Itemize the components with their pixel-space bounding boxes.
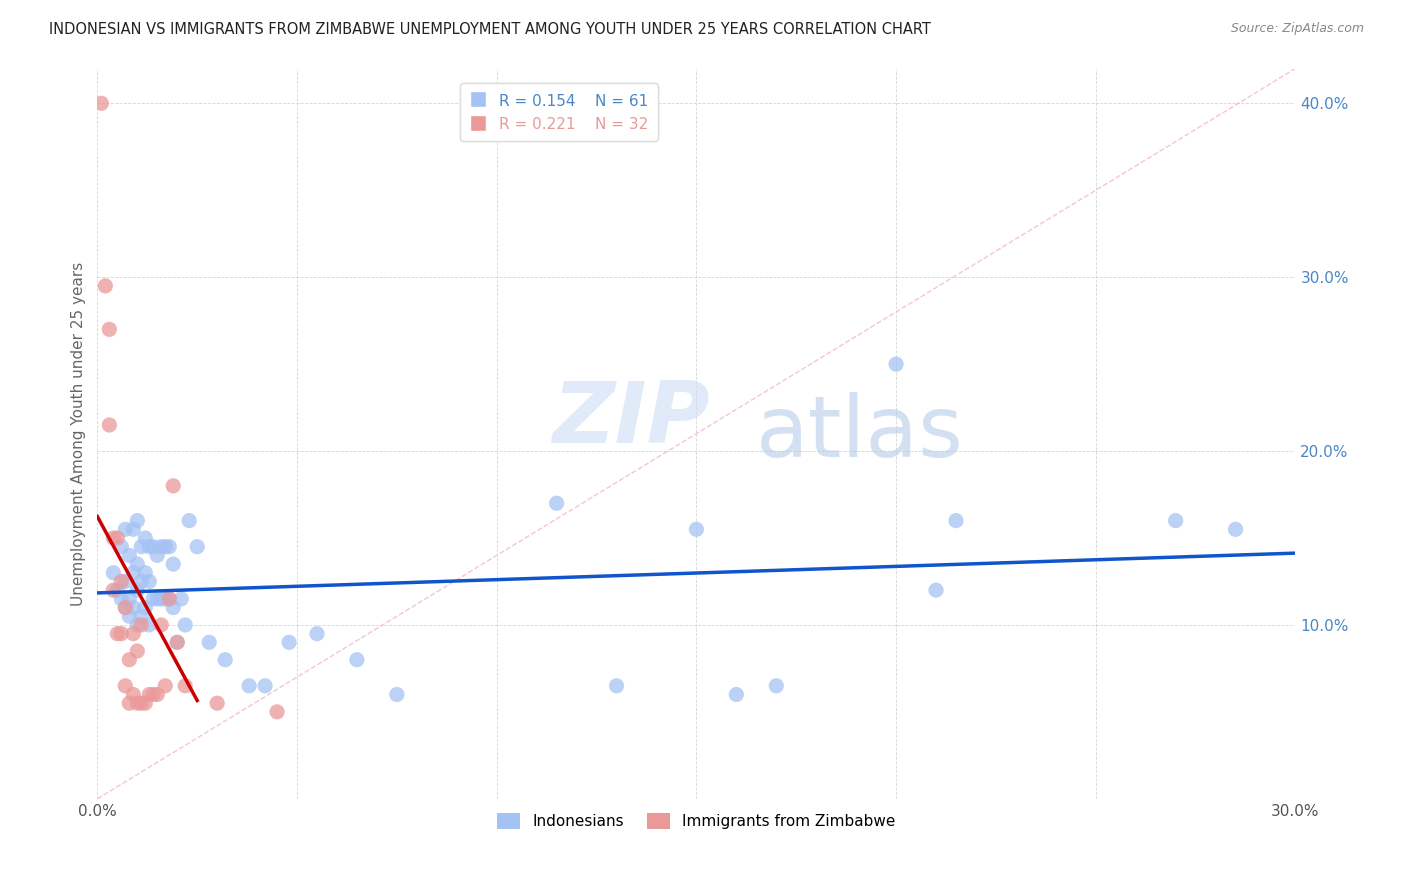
Point [155, 540, 177, 554]
Point [138, 574, 160, 589]
Point [765, 679, 787, 693]
Text: atlas: atlas [756, 392, 965, 475]
Point [157, 540, 180, 554]
Point [266, 705, 288, 719]
Point [725, 688, 748, 702]
Point [122, 688, 145, 702]
Point [127, 557, 149, 571]
Point [925, 583, 948, 598]
Point [134, 696, 156, 710]
Point [1164, 514, 1187, 528]
Y-axis label: Unemployment Among Youth under 25 years: Unemployment Among Youth under 25 years [72, 261, 86, 606]
Point [127, 618, 149, 632]
Point [546, 496, 568, 510]
Point [118, 696, 141, 710]
Point [129, 618, 152, 632]
Point [114, 679, 136, 693]
Point [129, 609, 152, 624]
Point [134, 600, 156, 615]
Point [138, 688, 160, 702]
Point [685, 522, 707, 536]
Point [385, 688, 408, 702]
Point [142, 688, 165, 702]
Point [346, 653, 368, 667]
Point [945, 514, 967, 528]
Point [884, 357, 907, 371]
Point [118, 609, 141, 624]
Point [162, 557, 184, 571]
Point [146, 591, 169, 606]
Point [170, 591, 193, 606]
Point [114, 600, 136, 615]
Point [105, 626, 128, 640]
Point [146, 549, 169, 563]
Point [129, 696, 152, 710]
Point [105, 583, 128, 598]
Point [110, 574, 132, 589]
Point [134, 531, 156, 545]
Point [110, 591, 132, 606]
Point [205, 696, 228, 710]
Point [254, 679, 277, 693]
Point [122, 600, 145, 615]
Point [127, 514, 149, 528]
Point [142, 540, 165, 554]
Point [157, 591, 180, 606]
Point [94, 278, 117, 293]
Point [162, 600, 184, 615]
Point [127, 696, 149, 710]
Point [155, 591, 177, 606]
Point [98, 322, 121, 336]
Point [110, 626, 132, 640]
Point [138, 540, 160, 554]
Point [142, 591, 165, 606]
Point [118, 653, 141, 667]
Text: INDONESIAN VS IMMIGRANTS FROM ZIMBABWE UNEMPLOYMENT AMONG YOUTH UNDER 25 YEARS C: INDONESIAN VS IMMIGRANTS FROM ZIMBABWE U… [49, 22, 931, 37]
Point [122, 522, 145, 536]
Text: Source: ZipAtlas.com: Source: ZipAtlas.com [1230, 22, 1364, 36]
Text: ZIP: ZIP [553, 377, 710, 460]
Point [134, 566, 156, 580]
Point [103, 566, 125, 580]
Point [150, 540, 173, 554]
Point [238, 679, 260, 693]
Point [90, 96, 112, 111]
Point [278, 635, 301, 649]
Point [166, 635, 188, 649]
Point [166, 635, 188, 649]
Point [138, 618, 160, 632]
Point [118, 549, 141, 563]
Point [150, 591, 173, 606]
Point [114, 600, 136, 615]
Point [186, 540, 208, 554]
Point [174, 679, 197, 693]
Point [103, 531, 125, 545]
Point [114, 574, 136, 589]
Point [198, 635, 221, 649]
Point [114, 522, 136, 536]
Point [157, 591, 180, 606]
Point [214, 653, 236, 667]
Point [1225, 522, 1247, 536]
Point [118, 591, 141, 606]
Point [98, 417, 121, 432]
Point [122, 626, 145, 640]
Point [127, 583, 149, 598]
Point [103, 583, 125, 598]
Point [129, 574, 152, 589]
Point [122, 566, 145, 580]
Point [127, 644, 149, 658]
Point [179, 514, 201, 528]
Point [146, 688, 169, 702]
Point [305, 626, 328, 640]
Point [129, 540, 152, 554]
Point [606, 679, 628, 693]
Point [110, 540, 132, 554]
Point [105, 531, 128, 545]
Legend: Indonesians, Immigrants from Zimbabwe: Indonesians, Immigrants from Zimbabwe [491, 806, 901, 835]
Point [162, 479, 184, 493]
Point [150, 618, 173, 632]
Point [155, 679, 177, 693]
Point [174, 618, 197, 632]
